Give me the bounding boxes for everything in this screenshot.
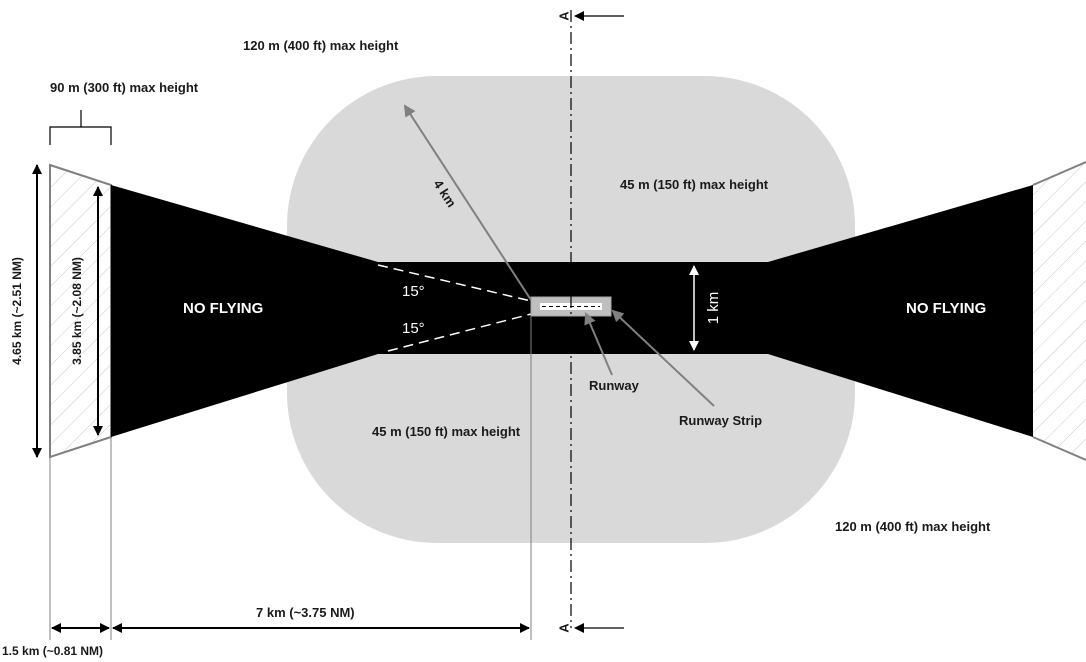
right-splay-hatch [1033, 162, 1086, 460]
corridor-width-label: 1 km [705, 292, 722, 325]
splay-length-label: 1.5 km (~0.81 NM) [2, 644, 103, 658]
approach-height-bracket [49, 110, 112, 145]
runway-pointer [584, 312, 613, 376]
radius-arrow [403, 104, 532, 301]
inner-height-label-top: 45 m (150 ft) max height [620, 177, 769, 192]
left-no-fly-zone [111, 185, 378, 437]
section-label-bottom: A [556, 623, 571, 633]
angle-line-bottom [387, 313, 532, 352]
right-no-fly-zone [768, 185, 1033, 437]
angle-label-bottom: 15° [402, 320, 425, 337]
outer-height-label-bottom: 120 m (400 ft) max height [835, 519, 991, 534]
approach-height-label: 90 m (300 ft) max height [50, 80, 199, 95]
runway-strip-label: Runway Strip [679, 413, 762, 428]
angle-line-top [377, 264, 532, 302]
angle-label-top: 15° [402, 283, 425, 300]
section-label-top: A [556, 11, 571, 21]
outer-height-label-top: 120 m (400 ft) max height [243, 38, 399, 53]
inner-width-label: 3.85 km (~2.08 NM) [70, 257, 84, 365]
no-flying-label-left: NO FLYING [183, 300, 263, 317]
approach-length-label: 7 km (~3.75 NM) [256, 605, 355, 620]
runway-strip-pointer [611, 309, 715, 407]
inner-height-label-bottom: 45 m (150 ft) max height [372, 424, 521, 439]
runway-label: Runway [589, 378, 640, 393]
no-flying-label-right: NO FLYING [906, 300, 986, 317]
outer-width-label: 4.65 km (~2.51 NM) [10, 257, 24, 365]
